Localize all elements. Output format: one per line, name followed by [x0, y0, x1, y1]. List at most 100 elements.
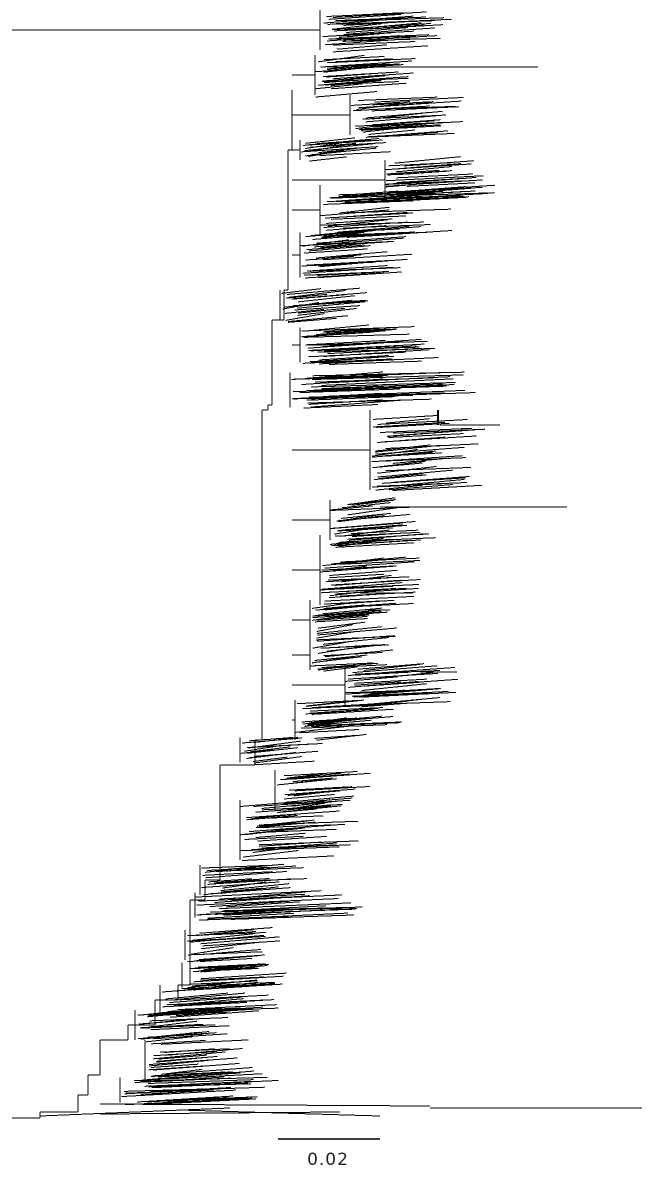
tree-branch [177, 1004, 277, 1011]
tree-branch [304, 333, 410, 338]
tree-branch [354, 121, 446, 127]
tree-branch [309, 707, 384, 712]
tree-branch [321, 582, 403, 590]
tree-branch [240, 749, 274, 754]
tree-branch [321, 378, 454, 386]
tree-branch [331, 211, 408, 219]
tree-branch [312, 611, 388, 619]
tree-branch [287, 317, 337, 323]
tree-branch [145, 1036, 193, 1043]
tree-branch [212, 912, 349, 921]
tree-branch [149, 1057, 238, 1066]
tree-branch [306, 700, 348, 707]
tree-branch [307, 398, 432, 404]
tree-branch [303, 271, 379, 276]
tree-branch [347, 208, 451, 214]
tree-branch [292, 777, 333, 783]
tree-branch [305, 339, 386, 346]
tree-branch [384, 452, 443, 457]
tree-branch [366, 130, 449, 138]
tree-branch [281, 288, 322, 294]
tree-branch [373, 474, 427, 481]
tree-branch [289, 786, 353, 791]
tree-branch [324, 76, 409, 84]
tree-branch [285, 293, 327, 299]
tree-branch [303, 403, 378, 409]
tree-branch [329, 573, 384, 579]
tree-branch [222, 906, 363, 912]
tree-branch [286, 773, 324, 779]
tree-branch [259, 840, 359, 846]
tree-branch [255, 806, 323, 813]
tree-branch [307, 717, 357, 725]
tree-branch [257, 835, 327, 842]
tree-branch [396, 170, 450, 176]
tree-branch [311, 708, 394, 715]
tree-branch [316, 630, 358, 639]
tree-branch [310, 399, 403, 408]
tree-branch [253, 799, 351, 807]
tree-branch [300, 724, 387, 729]
tree-branch [326, 329, 396, 334]
tree-branch [350, 529, 419, 535]
tree-branch [316, 626, 382, 634]
tree-branch [369, 132, 455, 138]
tree-branch [244, 835, 304, 840]
tree-branch [347, 497, 396, 506]
tree-branch [153, 1051, 218, 1057]
tree-branch [256, 820, 303, 827]
tree-branch [321, 230, 369, 238]
tree-branch [199, 957, 253, 963]
tree-branch [334, 58, 394, 63]
tree-branch [202, 871, 273, 876]
tree-branch [320, 221, 424, 226]
tree-branch [247, 747, 299, 754]
tree-branch [351, 690, 449, 697]
tree-branch [230, 914, 354, 920]
tree-branch [124, 1097, 253, 1106]
tree-branch [345, 689, 431, 694]
tree-branch [314, 618, 368, 623]
tree-branch [134, 1073, 263, 1082]
tree-branch [326, 12, 404, 17]
tree-branch [356, 102, 405, 110]
tree-branch [373, 119, 441, 126]
tree-branch [309, 267, 401, 272]
tree-branch [219, 902, 352, 910]
tree-branch [293, 375, 387, 380]
tree-branch [148, 1065, 208, 1071]
tree-branch [317, 646, 363, 654]
tree-branch [344, 198, 435, 203]
tree-branch [334, 539, 395, 545]
tree-branch [319, 355, 389, 361]
tree-branch [285, 313, 325, 321]
tree-branch [137, 1010, 204, 1016]
tree-branch [338, 190, 444, 196]
tree-branch [261, 802, 326, 809]
tree-branch [153, 1033, 228, 1040]
tree-branch [205, 870, 287, 879]
tree-branch [308, 340, 403, 349]
tree-branches [12, 10, 642, 1119]
tree-branch [158, 1054, 208, 1060]
tree-branch [357, 663, 425, 670]
tree-branch [284, 788, 356, 796]
tree-branch [294, 305, 361, 311]
tree-branch [341, 193, 437, 202]
tree-branch [297, 307, 357, 316]
tree-branch [326, 218, 393, 224]
tree-branch [322, 607, 382, 615]
tree-branch [312, 641, 350, 649]
tree-branch [342, 502, 391, 509]
tree-branch [201, 881, 280, 889]
tree-branch [196, 898, 339, 906]
tree-branch [323, 651, 383, 657]
tree-branch [316, 624, 354, 632]
tree-branch [339, 32, 394, 37]
tree-branch [388, 433, 464, 439]
tree-branch [404, 160, 475, 167]
tree-branch [347, 507, 395, 516]
tree-branch [375, 444, 442, 453]
tree-branch [213, 877, 270, 884]
tree-branch [220, 887, 263, 893]
